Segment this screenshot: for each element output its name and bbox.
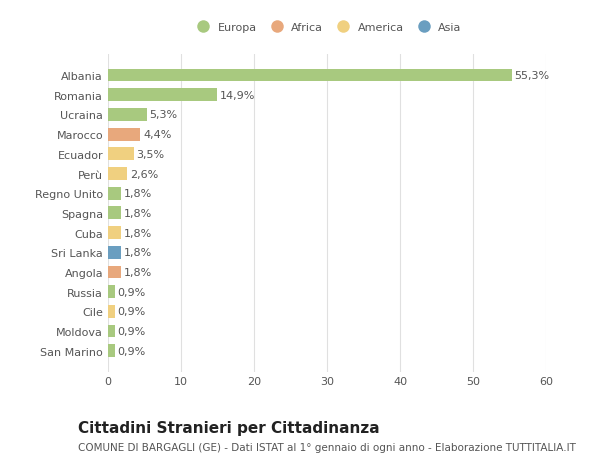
Text: 5,3%: 5,3% [149,110,178,120]
Text: 55,3%: 55,3% [515,71,550,81]
Bar [108,246,121,259]
Bar [108,305,115,318]
Bar [108,187,121,200]
Bar [108,266,121,279]
Bar [108,207,121,220]
Text: 0,9%: 0,9% [118,326,146,336]
Bar [108,227,121,240]
Text: 3,5%: 3,5% [136,150,164,159]
Text: 0,9%: 0,9% [118,346,146,356]
Bar [108,325,115,338]
Bar [108,89,217,102]
Text: 1,8%: 1,8% [124,268,152,277]
Text: 2,6%: 2,6% [130,169,158,179]
Text: 1,8%: 1,8% [124,208,152,218]
Text: 1,8%: 1,8% [124,189,152,199]
Text: COMUNE DI BARGAGLI (GE) - Dati ISTAT al 1° gennaio di ogni anno - Elaborazione T: COMUNE DI BARGAGLI (GE) - Dati ISTAT al … [78,442,576,452]
Bar [108,345,115,358]
Text: 4,4%: 4,4% [143,130,172,140]
Legend: Europa, Africa, America, Asia: Europa, Africa, America, Asia [192,22,462,33]
Text: 0,9%: 0,9% [118,307,146,317]
Text: 14,9%: 14,9% [220,90,255,101]
Bar [108,129,140,141]
Bar [108,69,512,82]
Text: 1,8%: 1,8% [124,248,152,258]
Bar [108,285,115,298]
Text: 0,9%: 0,9% [118,287,146,297]
Text: 1,8%: 1,8% [124,228,152,238]
Bar [108,148,134,161]
Bar [108,109,146,122]
Text: Cittadini Stranieri per Cittadinanza: Cittadini Stranieri per Cittadinanza [78,420,380,435]
Bar [108,168,127,180]
